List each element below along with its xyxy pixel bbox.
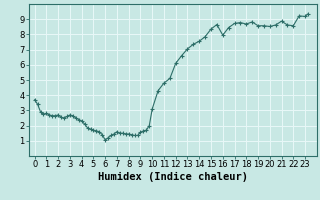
X-axis label: Humidex (Indice chaleur): Humidex (Indice chaleur) (98, 172, 248, 182)
